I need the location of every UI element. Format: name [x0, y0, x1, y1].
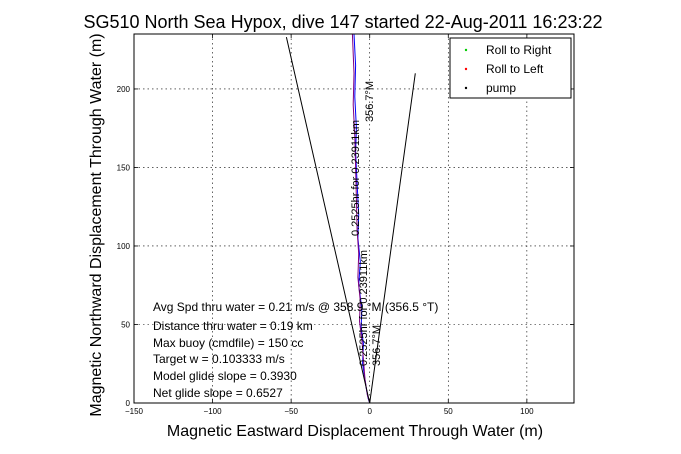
rotated-label-top-heading: 356.7°M: [364, 81, 376, 122]
legend-label-pump: pump: [486, 81, 516, 95]
series-line-2: [351, 33, 371, 404]
y-tick-label: 200: [117, 85, 131, 94]
annotation-avg-speed: Avg Spd thru water = 0.21 m/s @ 358.9 °M…: [153, 300, 438, 314]
annotation-target-w: Target w = 0.103333 m/s: [153, 352, 285, 366]
y-tick-label: 150: [117, 163, 131, 172]
legend-label-roll-right: Roll to Right: [486, 43, 552, 57]
x-tick-label: 100: [520, 407, 534, 416]
y-tick-label: 50: [121, 320, 130, 329]
rotated-label-top-duration: 0.2525hr for 0.23911km: [350, 120, 362, 236]
annotation-net-glide: Net glide slope = 0.6527: [153, 386, 283, 400]
legend-marker-roll-right: [464, 48, 468, 52]
legend-label-roll-left: Roll to Left: [486, 62, 544, 76]
legend: Roll to Right Roll to Left pump: [449, 37, 572, 99]
chart-title: SG510 North Sea Hypox, dive 147 started …: [83, 12, 602, 32]
rotated-label-bottom-duration: 0.2525hr for 0.23911km: [358, 250, 370, 366]
legend-marker-pump: [464, 86, 468, 90]
annotation-distance: Distance thru water = 0.19 km: [153, 319, 313, 333]
y-tick-label: 0: [126, 399, 131, 408]
x-tick-label: −100: [204, 407, 223, 416]
x-tick-label: 50: [444, 407, 453, 416]
x-tick-label: 0: [367, 407, 372, 416]
legend-box: [449, 37, 572, 99]
y-axis-label: Magnetic Northward Displacement Through …: [88, 33, 105, 416]
x-tick-label: −50: [284, 407, 298, 416]
annotation-model-glide: Model glide slope = 0.3930: [153, 369, 297, 383]
x-tick-label: −150: [125, 407, 144, 416]
annotation-max-buoy: Max buoy (cmdfile) = 150 cc: [153, 336, 303, 350]
rotated-label-bottom-heading: 356.7°M: [371, 325, 383, 366]
x-axis-label: Magnetic Eastward Displacement Through W…: [167, 423, 543, 440]
plot-frame: [133, 33, 575, 404]
y-tick-label: 100: [117, 242, 131, 251]
legend-marker-roll-left: [464, 67, 468, 71]
annotation-block: Avg Spd thru water = 0.21 m/s @ 358.9 °M…: [153, 300, 438, 400]
